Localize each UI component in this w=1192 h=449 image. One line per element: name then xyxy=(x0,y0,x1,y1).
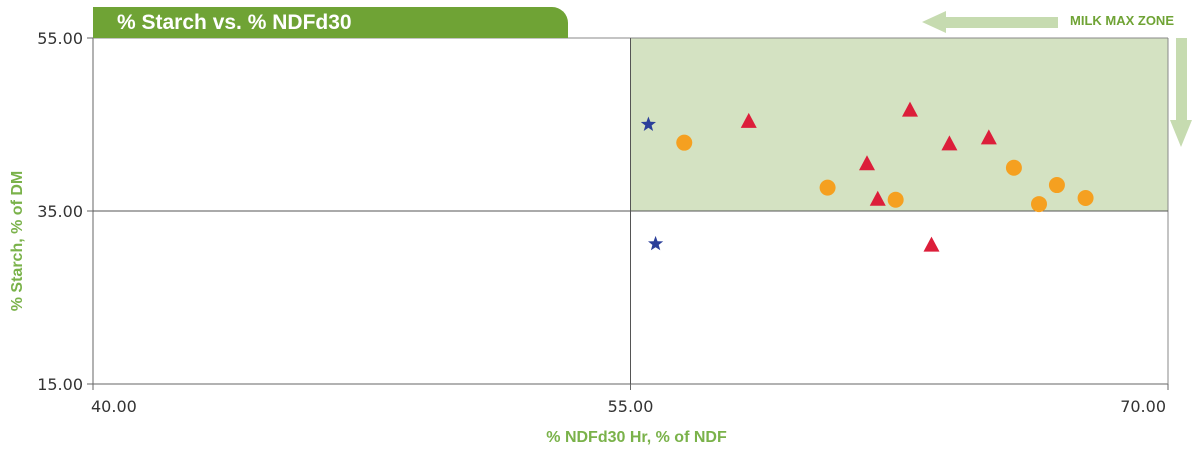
x-tick-label: 55.00 xyxy=(608,397,654,416)
circle-point xyxy=(1048,177,1065,194)
down-arrow-icon xyxy=(1170,38,1192,147)
chart-title-tab: % Starch vs. % NDFd30 xyxy=(93,7,568,38)
triangle-point xyxy=(902,101,918,117)
circle-point xyxy=(676,134,693,151)
circle-point xyxy=(1031,196,1047,213)
data-points xyxy=(640,101,1094,252)
triangle-point xyxy=(859,155,875,171)
star-point xyxy=(640,116,656,131)
triangle-point xyxy=(941,135,958,151)
x-axis-label: % NDFd30 Hr, % of NDF xyxy=(546,429,727,446)
circle-point xyxy=(1005,159,1022,176)
zone-label: MILK MAX ZONE xyxy=(1070,13,1174,28)
circle-point xyxy=(1077,190,1094,207)
star-point xyxy=(648,235,664,251)
triangle-point xyxy=(980,129,997,145)
y-tick-label: 55.00 xyxy=(37,29,83,48)
chart-title: % Starch vs. % NDFd30 xyxy=(117,11,352,34)
triangle-point xyxy=(923,236,940,252)
y-tick-label: 15.00 xyxy=(37,375,83,394)
tick-labels: 40.00 55.00 70.00 15.00 35.00 55.00 xyxy=(37,29,1169,416)
y-tick-label: 35.00 xyxy=(37,202,83,221)
triangle-point xyxy=(869,190,886,206)
x-tick-label: 40.00 xyxy=(91,397,137,416)
circle-point xyxy=(819,179,836,196)
zone-arrows xyxy=(922,11,1192,147)
milk-max-zone xyxy=(630,38,1168,211)
left-arrow-icon xyxy=(922,11,1058,33)
reference-lines xyxy=(93,38,1168,384)
y-axis-label: % Starch, % of DM xyxy=(9,171,26,311)
x-tick-label: 70.00 xyxy=(1120,397,1166,416)
triangle-point xyxy=(740,112,757,128)
circle-point xyxy=(887,191,904,208)
